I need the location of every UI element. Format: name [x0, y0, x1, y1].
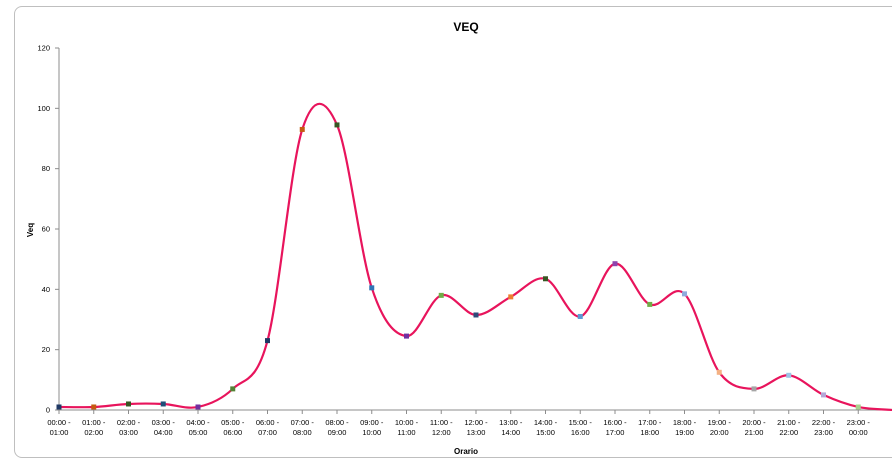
data-point-marker — [404, 333, 409, 339]
x-tick-label: 21:00 -22:00 — [777, 418, 801, 437]
x-tick-label: 02:00 -03:00 — [117, 418, 141, 437]
x-tick-label: 06:00 -07:00 — [256, 418, 280, 437]
data-point-marker — [751, 386, 757, 392]
x-axis-label: Orario — [454, 447, 478, 456]
x-tick-label: 05:00 -06:00 — [221, 418, 245, 437]
data-point-marker — [508, 294, 514, 300]
y-axis-label: Veq — [26, 223, 35, 237]
data-point-marker — [126, 401, 131, 407]
y-tick-label: 100 — [37, 104, 50, 113]
data-point-marker — [855, 404, 861, 410]
data-point-marker — [369, 285, 375, 291]
data-point-marker — [577, 313, 583, 319]
x-tick-label: 07:00 -08:00 — [291, 418, 315, 437]
x-tick-label: 10:00 -11:00 — [395, 418, 419, 437]
x-tick-label: 16:00 -17:00 — [603, 418, 627, 437]
data-point-marker — [647, 301, 653, 307]
y-axis-ticks: 0 20 40 60 80 100 120 — [37, 44, 59, 415]
data-point-marker — [160, 401, 166, 407]
axes — [58, 48, 892, 411]
y-tick-label: 40 — [42, 285, 50, 294]
x-tick-label: 22:00 -23:00 — [812, 418, 836, 437]
x-axis-ticks: 00:00 -01:00 01:00 -02:00 02:00 -03:00 03:0… — [47, 410, 871, 437]
data-point-marker — [786, 372, 792, 378]
data-point-marker — [91, 404, 97, 410]
x-tick-label: 00:00 -01:00 — [47, 418, 71, 437]
data-point-marker — [195, 404, 201, 410]
x-tick-label: 08:00 -09:00 — [325, 418, 349, 437]
x-tick-label: 19:00 -20:00 — [708, 418, 732, 437]
y-tick-label: 120 — [37, 44, 50, 53]
data-point-marker — [473, 312, 479, 318]
y-tick-label: 80 — [42, 164, 50, 173]
x-tick-label: 03:00 -04:00 — [152, 418, 176, 437]
y-tick-label: 60 — [42, 225, 50, 234]
x-tick-label: 15:00 -16:00 — [569, 418, 593, 437]
data-point-marker — [56, 404, 62, 410]
x-tick-label: 18:00 -19:00 — [673, 418, 697, 437]
x-tick-label: 14:00 -15:00 — [534, 418, 558, 437]
x-tick-label: 17:00 -18:00 — [638, 418, 662, 437]
x-tick-label: 23:00 -00:00 — [847, 418, 871, 437]
x-tick-label: 04:00 -05:00 — [186, 418, 210, 437]
data-point-marker — [230, 386, 236, 392]
chart-frame — [14, 6, 892, 458]
x-tick-label: 12:00 -13:00 — [464, 418, 488, 437]
data-point-marker — [334, 122, 340, 128]
x-tick-label: 20:00 -21:00 — [742, 418, 766, 437]
data-point-marker — [612, 261, 618, 267]
data-point-marker — [716, 369, 722, 375]
x-tick-label: 09:00 -10:00 — [360, 418, 384, 437]
x-tick-label: 01:00 -02:00 — [82, 418, 106, 437]
x-tick-label: 11:00 -12:00 — [430, 418, 453, 437]
chart-title: VEQ — [453, 20, 478, 34]
data-markers — [56, 122, 861, 410]
data-point-marker — [543, 276, 548, 282]
x-tick-label: 13:00 -14:00 — [499, 418, 523, 437]
data-point-marker — [265, 338, 270, 344]
data-point-marker — [682, 291, 687, 297]
data-point-marker — [438, 292, 444, 298]
series-line-veq — [58, 102, 892, 412]
y-tick-label: 20 — [42, 345, 50, 354]
y-tick-label: 0 — [46, 406, 50, 415]
data-point-marker — [821, 392, 826, 398]
data-point-marker — [299, 126, 305, 132]
